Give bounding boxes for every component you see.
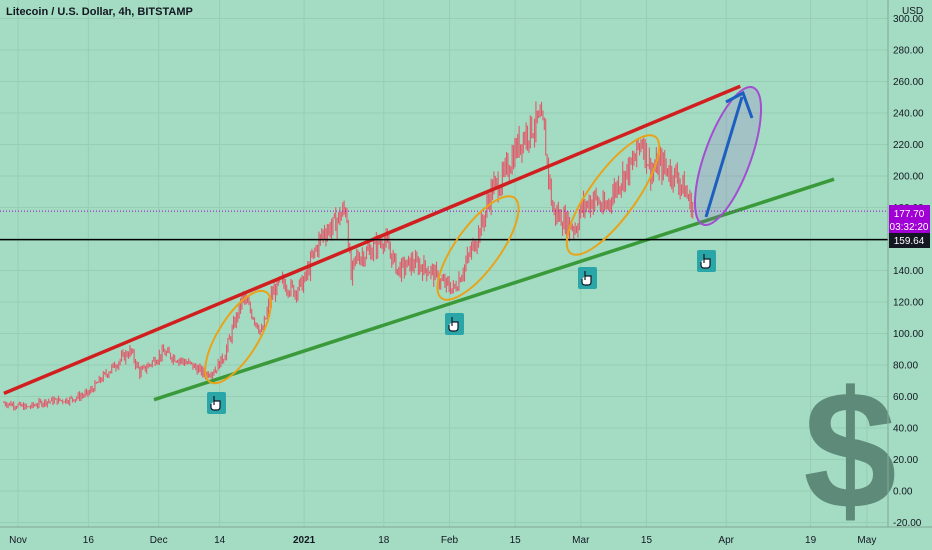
- x-tick-label: 16: [83, 535, 95, 546]
- current-price-tag: [889, 205, 930, 234]
- time-axis[interactable]: Nov 16 Dec 14 2021 18 Feb 15 Mar 15 Apr 19 May: [0, 526, 932, 546]
- chart-title: Litecoin / U.S. Dollar, 4h, BITSTAMP: [6, 6, 193, 18]
- y-tick-label: 80.00: [893, 361, 918, 372]
- target-arrow-shaft[interactable]: [704, 96, 744, 218]
- current-price-label: 177.70: [894, 209, 925, 220]
- currency-label: USD: [902, 6, 924, 17]
- y-tick-label: 120.00: [893, 298, 924, 309]
- support-price-tag: [889, 233, 930, 248]
- x-tick-label: 14: [214, 535, 226, 546]
- y-tick-label: 200.00: [893, 172, 924, 183]
- x-tick-label: Apr: [718, 535, 734, 546]
- x-tick-label: Feb: [441, 535, 459, 546]
- y-tick-label: -20.00: [893, 518, 922, 529]
- y-tick-label: 100.00: [893, 329, 924, 340]
- hand-pointer-icon: [207, 392, 226, 414]
- x-tick-label: 2021: [293, 535, 316, 546]
- dollar-sign-icon: $: [803, 356, 896, 544]
- breakout-ellipse-1[interactable]: [193, 281, 283, 392]
- y-tick-label: 40.00: [893, 424, 918, 435]
- x-tick-label: Nov: [9, 535, 27, 546]
- svg-text:$: $: [803, 356, 896, 544]
- support-price-label: 159.64: [894, 236, 925, 247]
- hand-pointer-icon: [697, 250, 716, 272]
- y-tick-label: 260.00: [893, 77, 924, 88]
- y-tick-label: 60.00: [893, 392, 918, 403]
- y-tick-label: 300.00: [893, 14, 924, 25]
- y-tick-label: 240.00: [893, 109, 924, 120]
- price-tags: 177.70 03:32:20 159.64: [889, 205, 930, 248]
- y-tick-label: 140.00: [893, 266, 924, 277]
- x-tick-label: May: [857, 535, 876, 546]
- breakout-ellipse-3[interactable]: [552, 123, 674, 267]
- x-tick-label: 19: [805, 535, 817, 546]
- y-tick-label: 280.00: [893, 46, 924, 57]
- breakout-ellipse-2[interactable]: [424, 185, 532, 311]
- price-series: [3, 101, 694, 411]
- y-tick-label: 0.00: [893, 487, 913, 498]
- target-ellipse[interactable]: [681, 80, 774, 233]
- countdown-label: 03:32:20: [890, 222, 929, 233]
- x-tick-label: Mar: [572, 535, 590, 546]
- y-tick-label: 220.00: [893, 140, 924, 151]
- y-tick-label: 20.00: [893, 455, 918, 466]
- hand-pointer-icon: [578, 267, 597, 289]
- drawn-annotations: [0, 80, 888, 402]
- x-tick-label: Dec: [150, 535, 168, 546]
- touch-markers: [207, 250, 716, 414]
- target-arrow-head: [725, 90, 754, 119]
- x-tick-label: 15: [641, 535, 653, 546]
- x-tick-label: 18: [378, 535, 390, 546]
- x-tick-label: 15: [510, 535, 522, 546]
- hand-pointer-icon: [445, 313, 464, 335]
- price-axis[interactable]: 300.00280.00260.00240.00220.00200.00180.…: [893, 14, 924, 529]
